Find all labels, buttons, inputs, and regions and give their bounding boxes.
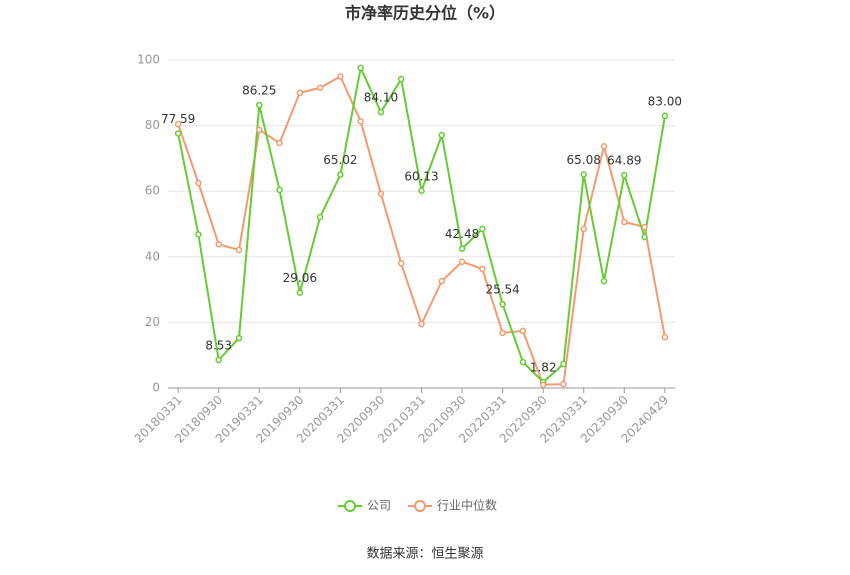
y-tick-label: 40 bbox=[145, 249, 160, 263]
point bbox=[397, 75, 405, 83]
legend-label: 行业中位数 bbox=[437, 498, 497, 513]
point bbox=[661, 333, 669, 341]
data-label: 29.06 bbox=[283, 271, 317, 285]
point bbox=[215, 356, 222, 364]
y-tick-label: 0 bbox=[152, 381, 160, 395]
point bbox=[580, 171, 587, 178]
point bbox=[560, 380, 567, 388]
point bbox=[357, 118, 364, 125]
point bbox=[418, 320, 425, 328]
data-label: 42.48 bbox=[445, 227, 479, 241]
point bbox=[256, 126, 263, 134]
point bbox=[519, 358, 527, 366]
data-label: 65.08 bbox=[567, 153, 601, 167]
point bbox=[438, 131, 446, 139]
y-tick-label: 80 bbox=[145, 118, 160, 132]
point bbox=[621, 218, 628, 226]
legend-label: 公司 bbox=[367, 499, 391, 513]
point bbox=[174, 130, 182, 137]
data-label: 86.25 bbox=[242, 84, 276, 98]
point bbox=[377, 190, 385, 198]
point bbox=[296, 289, 304, 296]
point bbox=[641, 223, 648, 231]
point bbox=[215, 241, 222, 248]
data-label: 60.13 bbox=[404, 169, 438, 183]
data-label: 65.02 bbox=[323, 153, 357, 167]
point bbox=[256, 101, 263, 109]
point bbox=[661, 112, 669, 120]
data-label: 64.89 bbox=[607, 154, 641, 168]
point bbox=[621, 171, 628, 179]
point bbox=[195, 179, 202, 187]
data-label: 83.00 bbox=[648, 94, 682, 108]
data-label: 25.54 bbox=[485, 283, 519, 297]
point bbox=[560, 360, 567, 368]
y-tick-label: 100 bbox=[137, 53, 160, 67]
y-tick-label: 60 bbox=[145, 184, 160, 198]
point bbox=[458, 258, 466, 265]
point bbox=[438, 277, 446, 285]
legend-marker bbox=[344, 500, 356, 512]
point bbox=[235, 334, 243, 342]
point bbox=[337, 73, 344, 80]
point bbox=[499, 329, 506, 337]
data-label: 84.10 bbox=[364, 91, 398, 105]
point bbox=[479, 265, 486, 273]
data-label: 8.53 bbox=[205, 339, 232, 353]
legend-marker bbox=[414, 500, 426, 512]
y-tick-label: 20 bbox=[145, 315, 160, 329]
point bbox=[377, 108, 385, 116]
point bbox=[479, 225, 486, 233]
point bbox=[641, 233, 648, 241]
point bbox=[499, 300, 506, 308]
point bbox=[580, 225, 587, 233]
point bbox=[235, 246, 243, 254]
point bbox=[337, 171, 344, 178]
data-label: 1.82 bbox=[530, 361, 557, 375]
point bbox=[418, 187, 425, 195]
point bbox=[600, 143, 608, 150]
point bbox=[316, 84, 324, 92]
point bbox=[458, 245, 466, 252]
point bbox=[397, 260, 405, 267]
point bbox=[174, 120, 182, 128]
point bbox=[276, 186, 283, 194]
point bbox=[519, 327, 527, 335]
point bbox=[600, 277, 608, 285]
data-label: 77.59 bbox=[161, 112, 195, 126]
source: 数据来源：恒生聚源 bbox=[366, 547, 483, 562]
point bbox=[539, 381, 547, 388]
point bbox=[195, 231, 202, 238]
point bbox=[296, 89, 304, 97]
series-line bbox=[177, 74, 666, 386]
chart-title: 市净率历史分位（%） bbox=[345, 4, 505, 23]
point bbox=[316, 213, 324, 221]
point bbox=[357, 64, 364, 72]
series-line bbox=[177, 64, 666, 384]
point bbox=[276, 139, 283, 147]
